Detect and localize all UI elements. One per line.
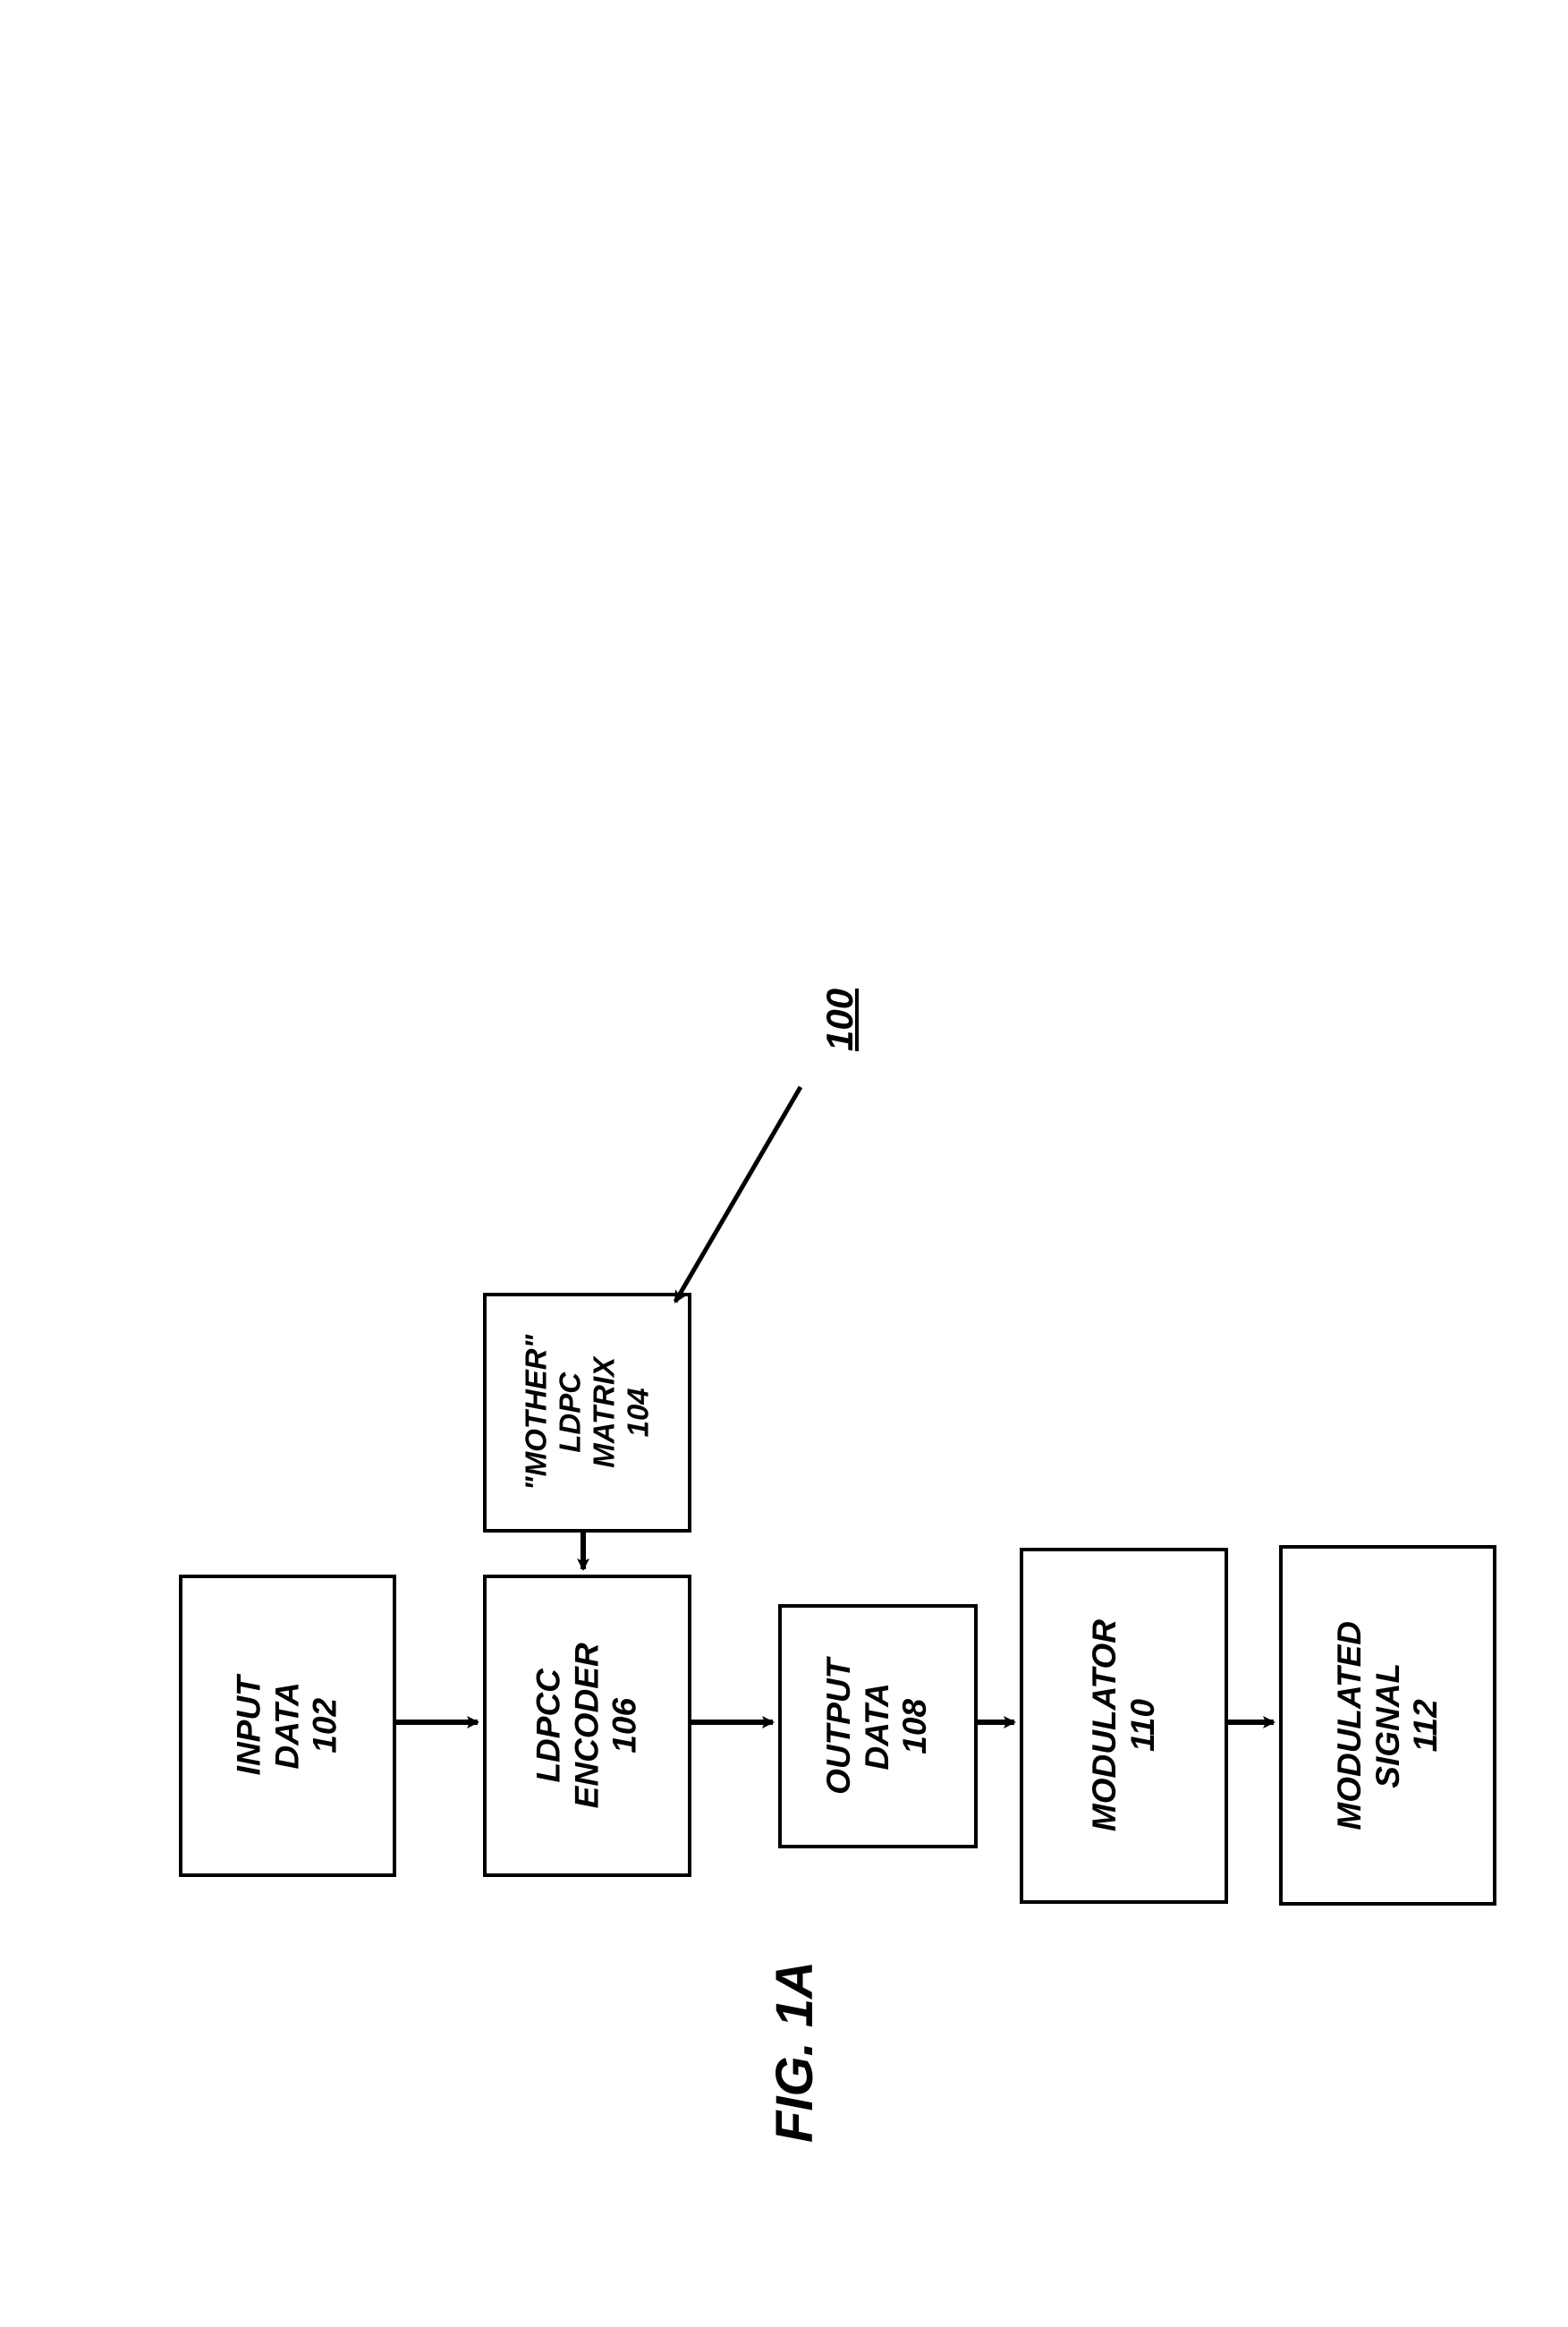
output-line1: OUTPUT bbox=[821, 1658, 858, 1794]
encoder-line1: LDPCC bbox=[530, 1669, 567, 1782]
signal-line1: MODULATED bbox=[1331, 1621, 1368, 1830]
output-data-block: OUTPUT DATA 108 bbox=[778, 1604, 978, 1848]
encoder-num: 106 bbox=[606, 1698, 643, 1754]
encoder-line2: ENCODER bbox=[568, 1643, 605, 1808]
signal-num: 112 bbox=[1407, 1699, 1444, 1752]
encoder-block: LDPCC ENCODER 106 bbox=[483, 1575, 691, 1877]
modulator-line1: MODULATOR bbox=[1086, 1619, 1123, 1831]
signal-line2: SIGNAL bbox=[1369, 1663, 1405, 1788]
mother-line2: LDPC bbox=[554, 1372, 587, 1453]
modulator-block: MODULATOR 110 bbox=[1020, 1548, 1228, 1904]
input-line2: DATA bbox=[268, 1682, 305, 1769]
mother-line1: "MOTHER" bbox=[520, 1335, 553, 1490]
input-num: 102 bbox=[307, 1698, 343, 1754]
input-line1: INPUT bbox=[231, 1676, 267, 1775]
reference-leader bbox=[675, 1087, 801, 1302]
modulator-num: 110 bbox=[1124, 1700, 1161, 1753]
input-data-block: INPUT DATA 102 bbox=[179, 1575, 396, 1877]
output-line2: DATA bbox=[859, 1683, 895, 1770]
output-num: 108 bbox=[897, 1699, 934, 1754]
signal-block: MODULATED SIGNAL 112 bbox=[1279, 1545, 1496, 1906]
mother-matrix-block: "MOTHER" LDPC MATRIX 104 bbox=[483, 1293, 691, 1533]
mother-num: 104 bbox=[621, 1388, 654, 1437]
mother-line3: MATRIX bbox=[588, 1357, 621, 1468]
reference-label: 100 bbox=[818, 989, 861, 1051]
figure-label: FIG. 1A bbox=[765, 1961, 825, 2143]
